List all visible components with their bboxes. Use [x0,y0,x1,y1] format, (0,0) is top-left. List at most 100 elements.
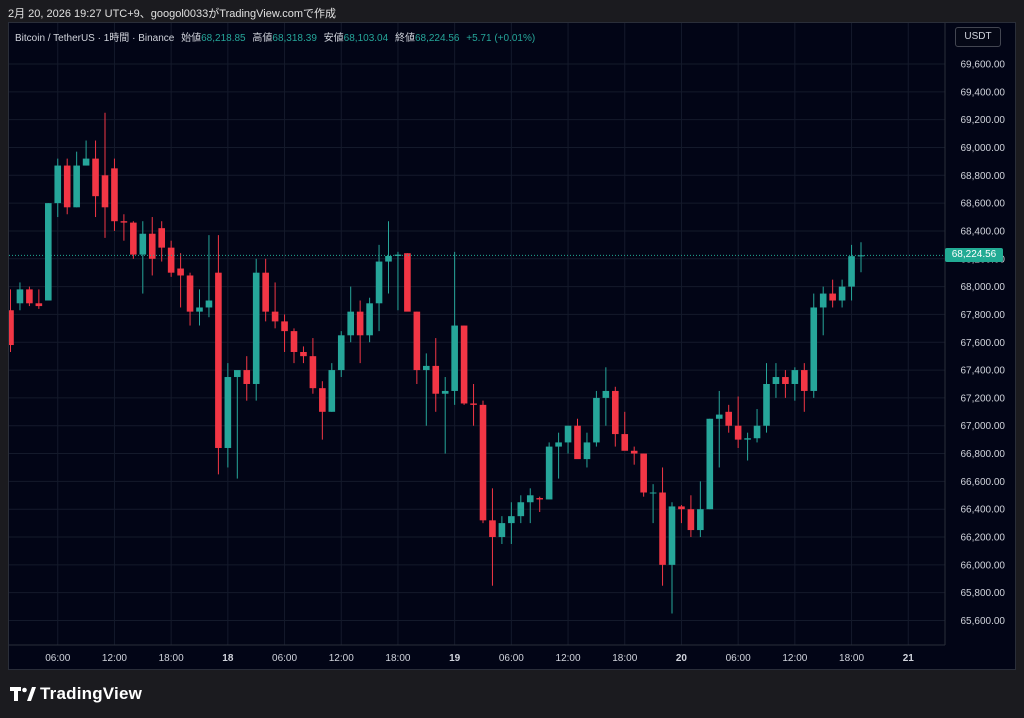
candle-body [649,492,657,494]
price-tick-label: 67,600.00 [961,338,1006,349]
candle-body [26,289,33,304]
price-tick-label: 68,000.00 [961,282,1006,293]
candle-body [470,403,477,405]
candlestick-chart[interactable]: 69,600.00 69,400.00 69,200.00 69,000.00 68,8… [9,23,1015,669]
candle-body [120,221,128,223]
price-tick-label: 65,800.00 [961,588,1006,599]
candle-body [54,165,62,204]
candle-body [498,523,506,538]
time-tick-label: 12:00 [782,653,807,664]
candle-body [668,506,676,565]
candle-body [574,425,581,460]
candle-body [300,351,307,357]
candle-body [526,495,534,503]
candle-body [819,293,827,308]
price-tick-label: 66,200.00 [961,533,1006,544]
candle-body [517,502,525,517]
candle-body [262,272,269,312]
candle-body [148,233,156,259]
change-value: +5.71 (+0.01%) [466,33,536,44]
price-tick-label: 67,200.00 [961,393,1006,404]
top-bar: 2月 20, 2026 19:27 UTC+9、googol0033がTradi… [0,0,1024,22]
candle-body [706,418,714,510]
candle-body [224,377,232,448]
time-tick-label: 06:00 [272,653,297,664]
candle-body [536,498,543,500]
candle-body [111,168,118,222]
candle-body [290,331,298,352]
candle-body [347,311,354,336]
candle-body [687,509,695,531]
candle-body [319,388,326,412]
candle-body [35,303,43,307]
candle-body [782,377,789,384]
time-tick-label: 06:00 [726,653,751,664]
price-tick-label: 66,800.00 [961,449,1006,460]
price-tick-label: 67,800.00 [961,310,1006,321]
candle-body [366,303,373,336]
candle-body [697,509,704,531]
time-tick-label: 12:00 [102,653,127,664]
time-tick-label: 18:00 [385,653,410,664]
candle-body [460,325,468,404]
candle-body [441,390,449,394]
low-label: 安値 [323,33,344,44]
symbol-title[interactable]: Bitcoin / TetherUS · 1時間 · Binance [15,33,175,44]
open-label: 始値 [181,33,202,44]
candle-body [630,450,638,454]
time-tick-label: 21 [903,653,915,664]
candle-body [73,165,80,208]
candle-body [621,434,629,451]
candle-body [167,247,175,273]
candle-body [328,370,336,412]
high-label: 高値 [252,33,273,44]
candle-body [753,425,761,439]
price-tick-label: 68,800.00 [961,171,1006,182]
candle-body [791,370,799,384]
candle-body [413,311,421,371]
candle-body [810,307,818,391]
candle-body [545,446,553,500]
tradingview-logo[interactable]: TradingView [10,684,142,704]
candle-body [612,390,619,435]
price-tick-label: 68,400.00 [961,226,1006,237]
candle-body [101,175,109,208]
candle-body [772,377,780,384]
candle-body [593,397,600,443]
candle-body [451,325,458,391]
candle-body [177,268,184,276]
price-tick-label: 66,600.00 [961,477,1006,488]
candle-body [130,222,137,255]
time-tick-label: 12:00 [329,653,354,664]
candle-body [659,492,666,565]
price-tick-label: 68,600.00 [961,199,1006,210]
close-value: 68,224.56 [414,33,460,44]
candle-body [838,286,846,301]
price-tick-label: 66,000.00 [961,560,1006,571]
candle-body [309,356,317,389]
candle-body [337,335,345,371]
chart-pane[interactable]: 69,600.00 69,400.00 69,200.00 69,000.00 68,8… [8,22,1016,670]
brand-name: TradingView [40,684,143,703]
candle-body [252,272,260,384]
candle-body [715,414,723,419]
high-value: 68,318.39 [272,33,317,44]
low-value: 68,103.04 [343,33,389,44]
candle-body [678,506,685,510]
candle-body [139,233,147,255]
time-tick-label: 19 [449,653,461,664]
candle-body [92,158,99,197]
candle-body [801,370,808,391]
currency-button[interactable]: USDT [955,27,1001,47]
time-tick-label: 12:00 [556,653,581,664]
candle-body [564,425,572,443]
price-tick-label: 69,600.00 [961,60,1006,71]
candle-body [158,228,165,248]
tradingview-logo-icon [10,685,36,703]
candle-body [725,411,732,426]
price-tick-label: 65,600.00 [961,616,1006,627]
candle-body [394,254,402,256]
candle-body [186,275,194,312]
close-label: 終値 [394,33,415,44]
last-price-tag: 68,224.56 [945,248,1003,263]
